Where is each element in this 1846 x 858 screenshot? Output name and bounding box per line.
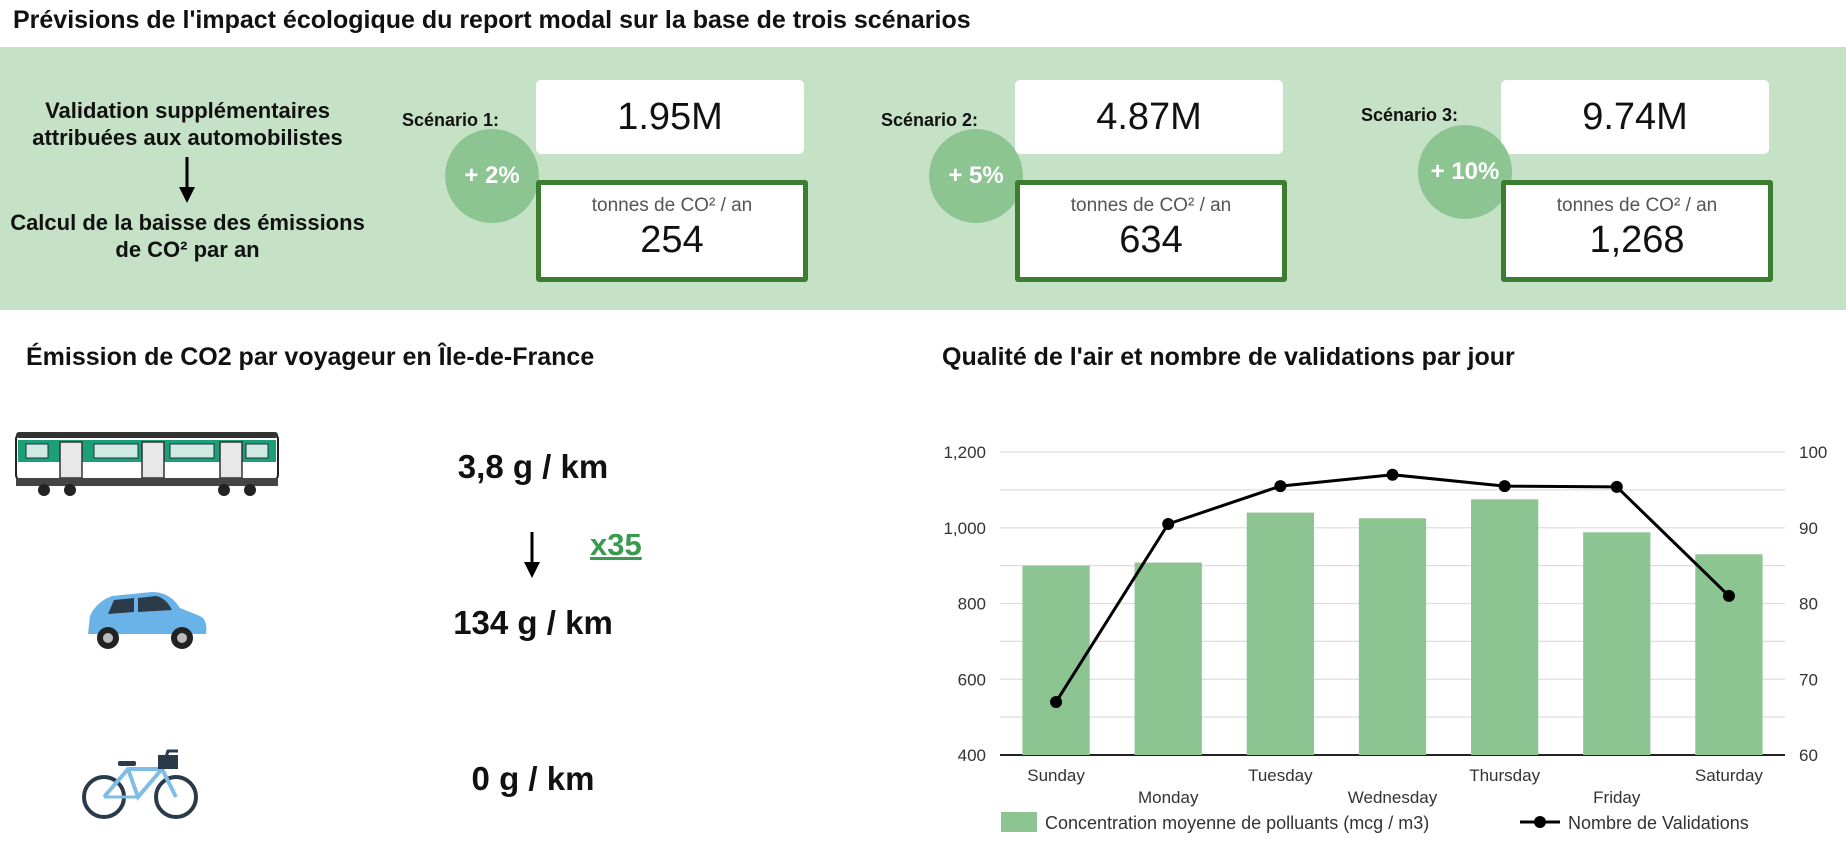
scenario-band: Validation supplémentaires attribuées au…: [0, 47, 1846, 310]
arrow-down-icon: [179, 157, 195, 203]
co2-unit: tonnes de CO² / an: [1556, 195, 1718, 216]
percent-badge: + 10%: [1418, 125, 1512, 219]
co2-value: 634: [1119, 219, 1183, 261]
y-left-tick-label: 400: [958, 746, 986, 765]
co2-unit: tonnes de CO² / an: [1070, 195, 1232, 216]
x-tick-label: Saturday: [1695, 766, 1764, 785]
x-tick-label: Tuesday: [1248, 766, 1313, 785]
chart-title: Qualité de l'air et nombre de validation…: [942, 343, 1515, 371]
scenario-1: Scénario 1: 1.95M + 2% tonnes de CO² / a…: [402, 47, 822, 310]
co2-unit: tonnes de CO² / an: [591, 195, 753, 216]
line-point: [1050, 695, 1063, 708]
emissions-title: Émission de CO2 par voyageur en Île-de-F…: [26, 343, 595, 371]
co2-reduction-box: tonnes de CO² / an 254: [536, 180, 808, 282]
percent-badge: + 5%: [929, 129, 1023, 223]
co2-value: 1,268: [1589, 219, 1685, 261]
percent-badge: + 2%: [445, 129, 539, 223]
bike-emission-value: 0 g / km: [471, 760, 595, 797]
line-point: [1498, 480, 1511, 493]
scenario-label: Scénario 2:: [881, 110, 979, 130]
x-tick-label: Thursday: [1469, 766, 1540, 785]
line-point: [1722, 589, 1735, 602]
legend-label-line: Nombre de Validations: [1568, 813, 1749, 833]
x-tick-label: Monday: [1138, 788, 1199, 807]
bar: [1134, 562, 1202, 755]
bar: [1022, 565, 1090, 755]
bar: [1695, 554, 1763, 755]
x-tick-label: Friday: [1593, 788, 1641, 807]
page-title: Prévisions de l'impact écologique du rep…: [13, 6, 971, 34]
flow-bottom-text: Calcul de la baisse des émissions de CO²…: [10, 210, 365, 262]
line-point: [1274, 480, 1287, 493]
y-left-tick-label: 1,000: [943, 519, 986, 538]
co2-reduction-box: tonnes de CO² / an 634: [1015, 180, 1287, 282]
multiplier-label: x35: [590, 527, 642, 562]
legend-label-bars: Concentration moyenne de polluants (mcg …: [1045, 813, 1429, 833]
y-right-tick-label: 80: [1799, 595, 1818, 614]
car-emission-value: 134 g / km: [453, 604, 613, 641]
line-point: [1386, 468, 1399, 481]
air-quality-chart: 400 600 800 1,000 1,200 60 70 80 90 100 Sunday Mond…: [943, 443, 1827, 833]
train-icon: [15, 432, 279, 496]
x-tick-label: Wednesday: [1348, 788, 1438, 807]
flow-explanation: Validation supplémentaires attribuées au…: [0, 97, 375, 263]
car-icon: [88, 592, 207, 649]
x-tick-label: Sunday: [1027, 766, 1085, 785]
co2-value: 254: [640, 219, 704, 261]
y-left-tick-label: 800: [958, 595, 986, 614]
y-right-tick-label: 60: [1799, 746, 1818, 765]
y-right-tick-label: 70: [1799, 670, 1818, 689]
scenario-2: Scénario 2: 4.87M + 5% tonnes de CO² / a…: [881, 47, 1301, 310]
y-right-tick-label: 90: [1799, 519, 1818, 538]
validations-value: 1.95M: [536, 80, 804, 154]
bike-icon: [82, 749, 198, 819]
flow-top-text: Validation supplémentaires attribuées au…: [32, 98, 343, 150]
bar: [1471, 499, 1539, 755]
y-right-tick-label: 100: [1799, 443, 1827, 462]
y-left-tick-label: 600: [958, 670, 986, 689]
train-emission-value: 3,8 g / km: [457, 448, 609, 485]
line-point: [1162, 517, 1175, 530]
bar: [1246, 512, 1314, 755]
bar: [1358, 518, 1427, 755]
legend-marker-line: [1534, 816, 1546, 828]
arrow-down-icon: [524, 532, 540, 578]
legend-swatch-bars: [1001, 812, 1037, 832]
validations-value: 9.74M: [1501, 80, 1769, 154]
scenario-label: Scénario 1:: [402, 110, 500, 130]
co2-reduction-box: tonnes de CO² / an 1,268: [1501, 180, 1773, 282]
validations-value: 4.87M: [1015, 80, 1283, 154]
line-point: [1610, 480, 1623, 493]
y-left-tick-label: 1,200: [943, 443, 986, 462]
bar: [1583, 532, 1651, 755]
scenario-3: Scénario 3: 9.74M + 10% tonnes de CO² / …: [1361, 47, 1781, 310]
scenario-label: Scénario 3:: [1361, 105, 1459, 125]
